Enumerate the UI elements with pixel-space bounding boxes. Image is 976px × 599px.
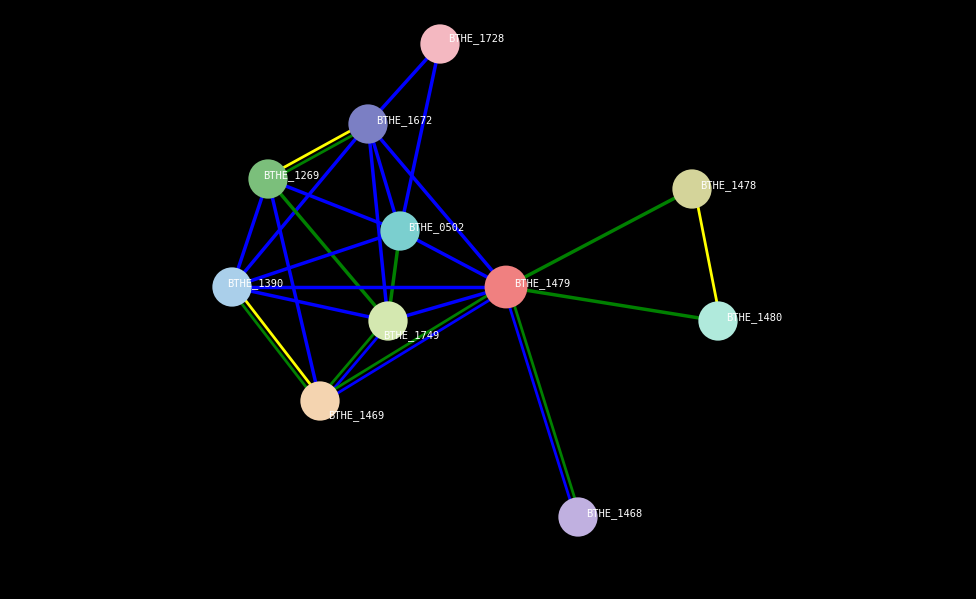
Text: BTHE_1478: BTHE_1478 (700, 180, 756, 192)
Text: BTHE_1468: BTHE_1468 (586, 509, 642, 519)
Text: BTHE_1479: BTHE_1479 (514, 279, 570, 289)
Point (711, 316, 726, 326)
Point (312, 396, 328, 406)
Point (381, 316, 396, 326)
Point (392, 226, 408, 236)
Text: BTHE_1749: BTHE_1749 (383, 331, 439, 341)
Text: BTHE_1390: BTHE_1390 (227, 279, 283, 289)
Point (432, 39, 448, 49)
Point (224, 282, 240, 292)
Point (684, 184, 700, 194)
Text: BTHE_1672: BTHE_1672 (376, 116, 432, 126)
Text: BTHE_0502: BTHE_0502 (408, 223, 465, 234)
Point (261, 174, 276, 184)
Point (498, 282, 513, 292)
Text: BTHE_1469: BTHE_1469 (328, 410, 385, 422)
Text: BTHE_1269: BTHE_1269 (263, 171, 319, 181)
Point (360, 119, 376, 129)
Point (570, 512, 586, 522)
Text: BTHE_1728: BTHE_1728 (448, 34, 505, 44)
Text: BTHE_1480: BTHE_1480 (726, 313, 782, 323)
